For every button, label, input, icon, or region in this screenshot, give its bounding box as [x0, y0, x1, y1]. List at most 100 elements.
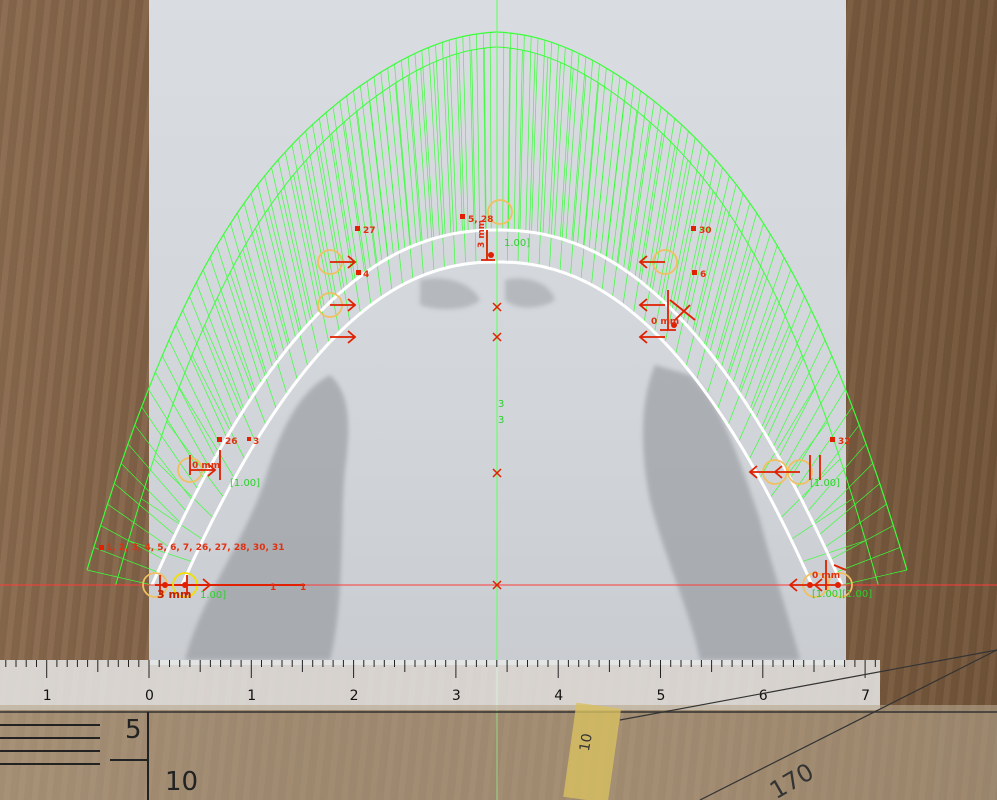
fan-line — [738, 325, 790, 443]
ruler-number: 3 — [452, 688, 461, 704]
fan-line — [298, 137, 331, 302]
label-point-list: 1, 2, 3, 4, 5, 6, 7, 26, 27, 28, 30, 31 — [106, 543, 285, 553]
fan-line — [692, 175, 730, 332]
fan-line — [841, 569, 908, 586]
fan-line — [715, 212, 758, 361]
fan-line — [148, 389, 205, 479]
fan-line — [664, 174, 701, 344]
fan-line — [513, 33, 518, 231]
fan-line — [435, 44, 446, 236]
fan-line — [813, 463, 874, 524]
point-markers[interactable] — [99, 214, 841, 588]
value-bottom-left-bracket: 1.00] — [200, 590, 226, 601]
fan-line — [161, 355, 216, 458]
fan-line — [86, 569, 153, 586]
fan-line — [264, 175, 302, 332]
dim-label-3b: 3 — [498, 415, 504, 426]
fan-line — [380, 72, 400, 253]
center-x-marks[interactable] — [492, 302, 502, 590]
fan-line — [120, 463, 181, 524]
fan-line — [400, 60, 417, 245]
fan-line — [134, 424, 193, 501]
fan-line — [229, 272, 277, 410]
fan-line — [325, 112, 354, 282]
fan-line — [236, 212, 279, 361]
label-3: 3 — [253, 437, 259, 447]
fan-line — [732, 245, 778, 384]
fan-line — [353, 90, 377, 266]
fan-line — [726, 234, 771, 376]
fan-line — [697, 184, 737, 339]
fan-line — [720, 223, 764, 368]
fan-line — [528, 53, 536, 265]
dimension-labels: 1 1 3 3 — [270, 399, 504, 593]
value-bottom-right-bracket: [1.00][1.00] — [812, 589, 872, 600]
fan-line — [462, 36, 469, 232]
fan-line — [795, 406, 853, 490]
fan-line — [387, 68, 406, 250]
fan-line — [223, 234, 268, 376]
fan-line — [312, 124, 343, 292]
fan-line — [789, 389, 846, 479]
label-32: 32 — [838, 437, 851, 447]
fan-line — [588, 68, 607, 250]
fan-line — [536, 40, 546, 234]
value-left-mid-bracket: [1.00] — [230, 478, 260, 489]
fan-line — [280, 190, 319, 355]
fan-line — [703, 193, 744, 346]
fan-line — [107, 503, 170, 548]
value-3mm-bottom-left: 3 mm — [157, 588, 191, 601]
fan-line — [643, 146, 676, 323]
fan-line — [824, 503, 887, 548]
fan-line — [628, 101, 655, 274]
ruler-number: 5 — [657, 688, 666, 704]
ruler-number-tape: 10 — [577, 732, 596, 752]
fan-line — [291, 144, 325, 308]
fan-line — [216, 245, 262, 384]
fan-line — [271, 167, 308, 326]
ruler-number: 1 — [247, 688, 256, 704]
fan-line — [743, 269, 792, 401]
fan-line — [489, 32, 492, 231]
fan-line — [766, 324, 819, 438]
fan-line — [191, 354, 246, 460]
fan-line — [600, 76, 621, 256]
fan-line — [617, 90, 641, 266]
label-27: 27 — [363, 226, 376, 236]
fan-line — [790, 498, 854, 540]
fan-line — [686, 167, 723, 326]
fan-line — [778, 355, 833, 458]
fan-line — [318, 118, 348, 287]
fan-line — [519, 35, 525, 231]
fan-line — [761, 310, 812, 428]
ruler-number-5: 5 — [125, 715, 142, 745]
force-arrows[interactable] — [159, 230, 847, 595]
fan-line — [709, 202, 751, 353]
fan-line — [407, 56, 423, 243]
fan-line — [359, 85, 383, 262]
fan-line — [366, 81, 389, 259]
fan-line — [155, 372, 210, 468]
fan-line — [784, 372, 839, 468]
fan-line — [476, 33, 481, 231]
fan-line — [749, 282, 798, 410]
fan-line — [318, 146, 351, 323]
ruler-number: 4 — [554, 688, 563, 704]
fan-line — [801, 540, 866, 563]
fan-line — [483, 48, 487, 263]
fan-line — [373, 76, 394, 256]
dim-label-1b: 1 — [300, 583, 306, 593]
fan-line — [204, 325, 256, 443]
fan-line — [332, 106, 360, 278]
fan-line — [243, 202, 285, 353]
fan-line — [548, 44, 559, 236]
fan-line — [634, 106, 662, 278]
fan-line — [293, 174, 330, 344]
fan-line — [202, 269, 251, 401]
fan-line — [525, 36, 532, 232]
ruler-number: 0 — [145, 688, 154, 704]
fan-line — [230, 223, 274, 368]
ruler-numbers: 1 0 1 2 3 4 5 6 7 — [43, 688, 870, 704]
fan-line — [836, 547, 901, 573]
